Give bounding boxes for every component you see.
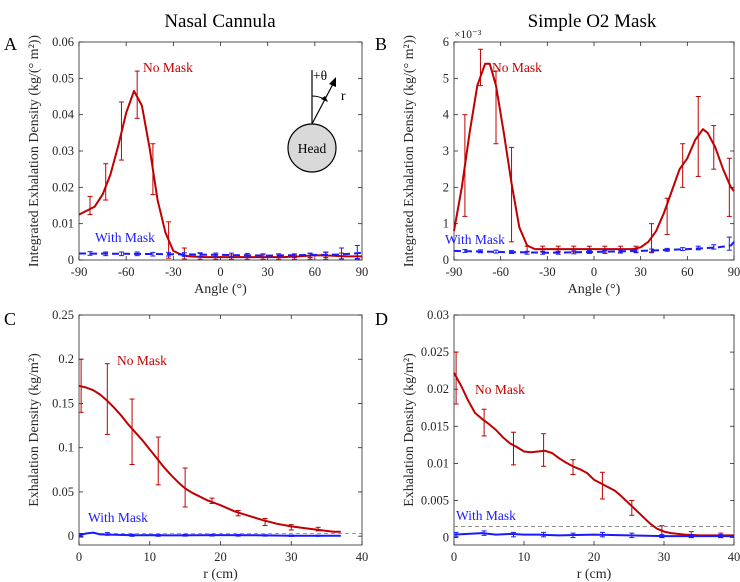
- y-tick-label: 0.04: [52, 108, 75, 122]
- with-mask-annotation: With Mask: [88, 510, 148, 525]
- angle-label: +θ: [313, 68, 327, 83]
- x-tick-label: -30: [165, 265, 182, 279]
- y-tick-label: 0.15: [52, 396, 74, 410]
- chart-panel-b: -90 -60 -30 0 30 60 90 0 1 2 3 4 5 6 Angle (°) Integrat…: [402, 29, 740, 297]
- no-mask-annotation: No Mask: [475, 382, 525, 397]
- y-tick-label: 0.25: [52, 308, 74, 322]
- y-tick-label: 6: [443, 35, 449, 49]
- chart-panel-d: 0 10 20 30 40 0 0.005 0.01 0.015 0.02 0.025 0.03 r (…: [402, 308, 740, 582]
- x-tick-label: 40: [728, 550, 740, 564]
- series-with-mask: [453, 530, 734, 539]
- with-mask-line: [78, 251, 363, 257]
- head-schematic: Head +θ r: [287, 68, 346, 173]
- x-tick-label: -60: [118, 265, 135, 279]
- chart-panel-c: 0 10 20 30 40 0 0.05 0.1 0.15 0.2 0.25 r (cm) Exhala…: [27, 308, 368, 582]
- x-tick-label: 10: [518, 550, 531, 564]
- y-tick-label: 0.06: [52, 35, 74, 49]
- y-tick-label: 0: [443, 253, 449, 267]
- series-with-mask: [453, 236, 735, 255]
- no-mask-annotation: No Mask: [492, 60, 542, 75]
- y-tick-label: 0: [443, 531, 449, 545]
- no-mask-line: [453, 372, 734, 537]
- y-tick-label: 4: [443, 108, 450, 122]
- panel-letter-b: B: [375, 34, 387, 54]
- y-axis-label: Exhalation Density (kg/m²): [27, 353, 42, 507]
- series-no-mask: [78, 358, 341, 533]
- x-axis-label: r (cm): [577, 567, 612, 582]
- series-with-mask: [78, 531, 341, 538]
- y-tick-label: 2: [443, 180, 449, 194]
- y-tick-label: 0.05: [52, 71, 74, 85]
- x-tick-label: -90: [446, 265, 463, 279]
- x-axis-label: Angle (°): [194, 282, 247, 297]
- y-tick-label: 0.1: [58, 441, 74, 455]
- x-axis-label: Angle (°): [568, 282, 621, 297]
- with-mask-annotation: With Mask: [445, 232, 505, 247]
- x-tick-label: 0: [591, 265, 597, 279]
- x-tick-label: 20: [214, 550, 227, 564]
- with-mask-line: [453, 532, 734, 538]
- y-axis-label: Integrated Exhalation Density (kg/(° m²)…: [27, 35, 42, 268]
- no-mask-annotation: No Mask: [143, 60, 193, 75]
- y-tick-label: 1: [443, 217, 449, 231]
- column-title-simple-o2-mask: Simple O2 Mask: [528, 11, 657, 32]
- y-tick-label: 0.01: [52, 217, 74, 231]
- radius-arrow-line: [311, 81, 335, 125]
- no-mask-line: [78, 384, 341, 533]
- y-tick-label: 0.02: [427, 382, 449, 396]
- y-tick-label: 0: [68, 529, 74, 543]
- head-label: Head: [298, 141, 327, 156]
- y-tick-label: 0.03: [52, 144, 74, 158]
- x-tick-label: 30: [634, 265, 647, 279]
- x-tick-label: 0: [217, 265, 223, 279]
- panel-letter-c: C: [4, 309, 16, 329]
- x-tick-label: 40: [356, 550, 369, 564]
- with-mask-line: [78, 531, 341, 537]
- y-tick-label: 0.2: [58, 352, 74, 366]
- x-tick-label: 10: [144, 550, 157, 564]
- x-tick-label: 0: [76, 550, 82, 564]
- with-mask-annotation: With Mask: [95, 230, 155, 245]
- x-tick-label: -30: [539, 265, 556, 279]
- x-axis-label: r (cm): [203, 567, 238, 582]
- y-tick-label: 0.03: [427, 308, 449, 322]
- panel-letter-d: D: [375, 309, 388, 329]
- y-tick-label: 5: [443, 71, 449, 85]
- angle-arrowhead-icon: [321, 96, 328, 102]
- no-mask-line: [453, 62, 735, 251]
- y-tick-label: 0: [68, 253, 74, 267]
- y-axis-label: Exhalation Density (kg/m²): [402, 353, 417, 507]
- chart-panel-a: -90 -60 -30 0 30 60 90 0 0.01 0.02 0.03 0.04 0.05 0.0…: [27, 35, 368, 297]
- x-tick-label: 20: [588, 550, 601, 564]
- x-tick-label: 90: [356, 265, 369, 279]
- radius-arrowhead-icon: [329, 77, 336, 87]
- with-mask-annotation: With Mask: [456, 508, 516, 523]
- radius-label: r: [341, 88, 346, 103]
- panel-letter-a: A: [4, 34, 17, 54]
- no-mask-annotation: No Mask: [117, 353, 167, 368]
- y-tick-label: 0.015: [421, 419, 449, 433]
- column-title-nasal-cannula: Nasal Cannula: [164, 11, 276, 32]
- y-axis-multiplier: ×10⁻³: [454, 29, 482, 41]
- y-tick-label: 0.02: [52, 180, 74, 194]
- x-tick-label: 60: [681, 265, 694, 279]
- x-tick-label: 90: [728, 265, 740, 279]
- x-tick-label: 30: [658, 550, 671, 564]
- y-tick-label: 3: [443, 144, 449, 158]
- x-tick-label: 30: [285, 550, 298, 564]
- y-tick-label: 0.05: [52, 485, 74, 499]
- series-no-mask: [453, 48, 735, 254]
- x-tick-label: 30: [261, 265, 274, 279]
- y-tick-label: 0.01: [427, 456, 449, 470]
- y-tick-label: 0.005: [421, 493, 449, 507]
- x-tick-label: -60: [492, 265, 509, 279]
- x-tick-label: 60: [309, 265, 322, 279]
- y-axis-label: Integrated Exhalation Density (kg/(° m²)…: [402, 35, 417, 268]
- x-tick-label: 0: [451, 550, 457, 564]
- series-with-mask: [78, 244, 363, 260]
- y-tick-label: 0.025: [421, 345, 449, 359]
- x-tick-label: -90: [71, 265, 88, 279]
